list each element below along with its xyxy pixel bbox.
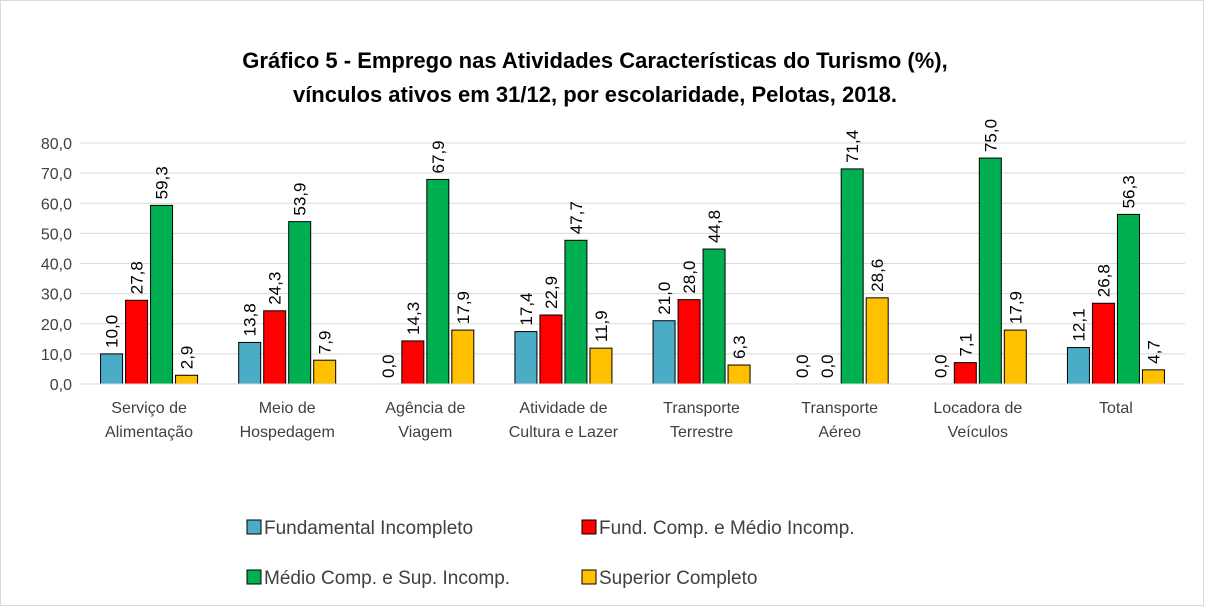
value-label: 53,9 [291,183,310,216]
bar [238,341,262,385]
bar [401,340,425,385]
value-label: 47,7 [567,201,586,234]
y-tick-label: 10,0 [41,347,72,364]
value-label: 0,0 [818,354,837,378]
value-label: 59,3 [153,166,172,199]
y-tick-label: 40,0 [41,257,72,274]
bar [1141,369,1165,385]
x-tick-label: Serviço de Alimentação [105,400,193,441]
value-label: 7,9 [316,331,335,355]
legend-label: Médio Comp. e Sup. Incomp. [264,568,510,589]
bar [564,239,588,385]
bar [1066,347,1090,385]
bar [865,297,889,385]
bar [451,329,475,385]
bar [1091,302,1115,385]
value-label: 12,1 [1069,308,1088,341]
value-label: 71,4 [843,130,862,163]
value-label: 17,9 [1006,291,1025,324]
legend-label: Fundamental Incompleto [264,518,473,539]
bar [288,221,312,385]
bar [313,359,337,385]
value-label: 28,6 [868,259,887,292]
bar [514,331,538,385]
bar [100,353,124,385]
bar [727,364,751,385]
x-tick-label: Atividade de Cultura e Lazer [509,400,619,441]
value-label: 24,3 [266,272,285,305]
value-label: 26,8 [1094,264,1113,297]
value-label: 13,8 [241,303,260,336]
bar [953,362,977,385]
value-label: 7,1 [956,333,975,357]
legend-swatch [246,569,262,585]
bar [426,178,450,385]
bar [978,157,1002,385]
bar [1116,213,1140,385]
x-tick-label: Transporte Terrestre [663,400,740,441]
y-tick-label: 80,0 [41,136,72,153]
value-label: 0,0 [931,354,950,378]
legend-label: Fund. Comp. e Médio Incomp. [599,518,855,539]
bar [175,374,199,385]
value-label: 22,9 [542,276,561,309]
chart-title: Gráfico 5 - Emprego nas Atividades Carac… [242,48,947,73]
legend-swatch [246,519,262,535]
y-tick-label: 60,0 [41,196,72,213]
legend-swatch [581,569,597,585]
value-label: 11,9 [592,310,611,342]
value-label: 44,8 [705,210,724,243]
legend-swatch [581,519,597,535]
chart-title: vínculos ativos em 31/12, por escolarida… [293,82,897,107]
bar [652,320,676,385]
value-label: 75,0 [981,119,1000,152]
value-label: 27,8 [128,261,147,294]
value-label: 0,0 [793,354,812,378]
value-label: 10,0 [103,315,122,348]
value-label: 4,7 [1144,340,1163,364]
x-tick-label: Locadora de Veículos [933,400,1022,441]
y-tick-label: 0,0 [50,377,72,394]
value-label: 56,3 [1119,175,1138,208]
y-tick-label: 50,0 [41,226,72,243]
value-label: 0,0 [379,354,398,378]
value-label: 14,3 [404,302,423,335]
value-label: 17,4 [517,292,536,325]
bar [840,168,864,385]
value-label: 67,9 [429,140,448,173]
bar [589,347,613,385]
value-label: 28,0 [680,261,699,294]
value-label: 21,0 [655,282,674,315]
bar [150,204,174,385]
x-tick-label: Transporte Aéreo [801,400,878,441]
x-tick-label: Total [1099,400,1133,417]
value-label: 17,9 [454,291,473,324]
value-label: 6,3 [730,335,749,359]
bar [702,248,726,385]
bar [1003,329,1027,385]
y-tick-label: 20,0 [41,317,72,334]
x-tick-label: Agência de Viagem [385,400,465,441]
bar [677,299,701,385]
bar [125,299,149,385]
bar [263,310,287,385]
value-label: 2,9 [178,346,197,370]
legend-label: Superior Completo [599,568,757,589]
bar [539,314,563,385]
y-tick-label: 30,0 [41,287,72,304]
y-tick-label: 70,0 [41,166,72,183]
x-tick-label: Meio de Hospedagem [240,400,335,441]
